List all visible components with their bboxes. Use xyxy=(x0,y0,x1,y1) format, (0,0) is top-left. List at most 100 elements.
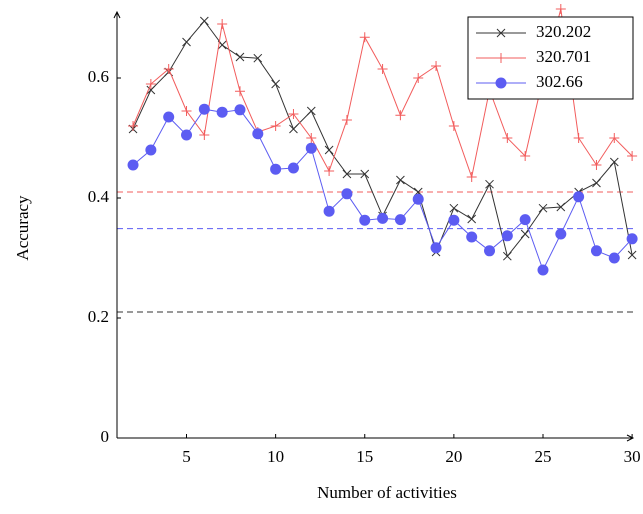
point xyxy=(627,250,637,260)
point xyxy=(609,133,620,143)
legend-marker xyxy=(496,53,506,63)
point xyxy=(182,37,191,47)
point xyxy=(501,230,513,242)
point xyxy=(181,129,193,141)
point xyxy=(609,157,619,167)
point xyxy=(342,169,352,179)
point xyxy=(217,19,228,29)
point xyxy=(608,252,620,264)
x-tick-label: 5 xyxy=(182,447,191,466)
point xyxy=(485,179,494,189)
y-tick-label: 0.4 xyxy=(88,187,110,206)
point xyxy=(573,133,584,143)
point xyxy=(466,172,477,182)
point xyxy=(412,193,424,205)
point xyxy=(252,128,264,140)
point xyxy=(306,133,317,143)
point xyxy=(377,64,388,74)
y-tick-label: 0.6 xyxy=(88,67,109,86)
point xyxy=(163,64,174,74)
point xyxy=(448,214,460,226)
point xyxy=(537,264,549,276)
point xyxy=(520,151,531,161)
point xyxy=(145,144,157,156)
point xyxy=(430,242,442,254)
point xyxy=(449,203,459,213)
point xyxy=(128,121,139,131)
legend-label: 320.202 xyxy=(536,22,591,41)
point xyxy=(253,53,263,63)
point xyxy=(519,214,531,226)
legend-marker xyxy=(496,28,506,38)
point xyxy=(198,103,210,115)
x-tick-label: 30 xyxy=(624,447,641,466)
point xyxy=(360,169,370,179)
point xyxy=(287,162,299,174)
legend-label: 320.701 xyxy=(536,47,591,66)
point xyxy=(306,106,316,116)
point xyxy=(271,79,280,89)
y-axis-arrow xyxy=(113,10,121,19)
series-line xyxy=(132,108,633,272)
point xyxy=(359,214,371,226)
point xyxy=(199,130,210,140)
x-tick-label: 20 xyxy=(445,447,462,466)
y-axis-label: Accuracy xyxy=(13,195,32,261)
point xyxy=(216,106,228,118)
point xyxy=(590,245,602,257)
legend-marker xyxy=(495,77,507,89)
point xyxy=(394,214,406,226)
point xyxy=(431,61,442,71)
point xyxy=(484,245,496,257)
point xyxy=(466,231,478,243)
point xyxy=(145,79,156,89)
point xyxy=(556,202,566,212)
point xyxy=(234,104,246,116)
x-axis-label: Number of activities xyxy=(317,483,457,502)
point xyxy=(413,73,424,83)
point xyxy=(127,159,139,171)
point xyxy=(341,188,353,200)
point xyxy=(359,32,370,43)
point xyxy=(324,145,334,155)
y-tick-label: 0 xyxy=(101,427,110,446)
point xyxy=(288,109,299,119)
point xyxy=(448,121,459,131)
plot-area xyxy=(127,4,638,276)
x-axis-arrow xyxy=(626,434,635,442)
point xyxy=(341,115,352,125)
point xyxy=(520,229,530,239)
point xyxy=(146,85,156,95)
x-tick-label: 10 xyxy=(267,447,284,466)
point xyxy=(555,228,567,240)
point xyxy=(323,205,335,217)
point xyxy=(199,16,209,26)
point xyxy=(555,4,566,14)
point xyxy=(573,191,585,203)
point xyxy=(626,233,638,245)
point xyxy=(270,121,281,131)
point xyxy=(627,151,638,161)
point xyxy=(163,111,175,123)
point xyxy=(396,175,405,185)
x-tick-label: 25 xyxy=(534,447,551,466)
point xyxy=(467,214,477,224)
point xyxy=(324,166,335,176)
point xyxy=(591,160,602,170)
point xyxy=(235,52,245,62)
point xyxy=(502,251,512,261)
point xyxy=(538,203,548,213)
point xyxy=(502,133,513,143)
point xyxy=(395,110,406,121)
point xyxy=(377,212,389,224)
point xyxy=(181,106,192,116)
x-tick-label: 15 xyxy=(356,447,373,466)
y-tick-label: 0.2 xyxy=(88,307,109,326)
legend-label: 302.66 xyxy=(536,72,583,91)
point xyxy=(289,124,298,134)
point xyxy=(270,163,282,175)
point xyxy=(234,86,245,97)
point xyxy=(592,178,601,188)
point xyxy=(305,142,317,154)
